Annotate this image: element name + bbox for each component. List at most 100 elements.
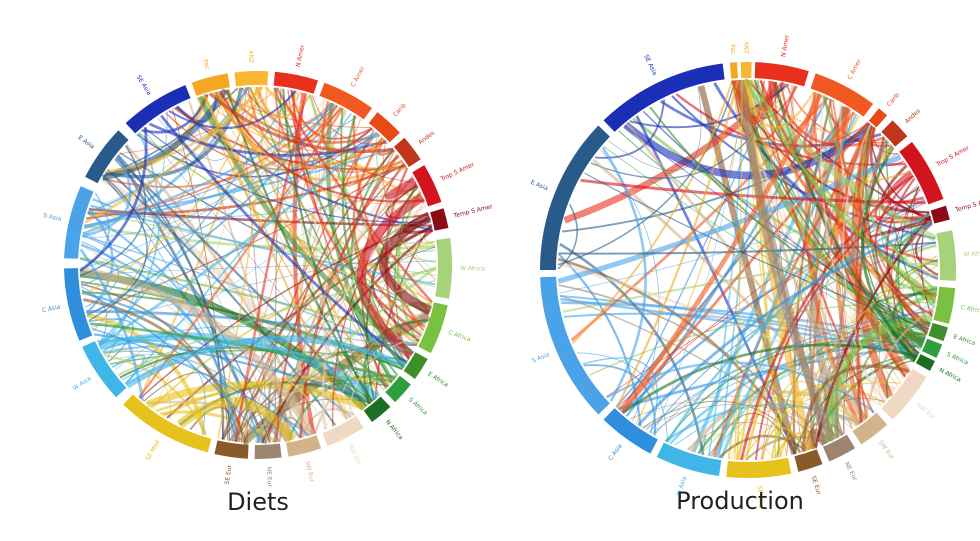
chord [557,80,737,266]
chord [196,97,372,403]
chord [322,132,378,426]
region-label: Andes [904,107,922,125]
region-label: NW Eur [915,402,937,422]
region-arc [385,375,411,403]
region-arc [403,352,428,380]
chord [559,294,825,445]
region-arc [794,449,823,472]
region-label: SE Eur [810,475,823,496]
region-label: Temp S Amer [452,203,494,220]
region-arc [729,62,738,79]
region-label: W Africa [963,250,980,259]
region-label: C Asia [607,442,624,461]
region-label: E Asia [77,134,96,150]
region-label: NW Eur [347,443,364,467]
chord [624,125,929,330]
chord [324,278,436,431]
chord [874,175,934,317]
chord [886,359,916,399]
chord [914,222,939,277]
region-arc [936,230,956,281]
chord [208,92,394,154]
region-label: SE Med [756,486,764,509]
region-arc [740,62,752,79]
chord [710,413,795,457]
region-label: SE Asia [135,74,153,97]
chord [104,354,207,436]
region-label: SE Med [145,439,162,462]
region-arc [928,322,948,342]
chord [580,178,926,205]
chord [160,114,408,365]
region-arc [393,137,421,167]
chord [557,154,902,284]
region-label: Carib [392,102,408,119]
region-arc [82,341,127,398]
region-arc [214,440,249,459]
chord [80,145,147,277]
chord [204,94,389,387]
region-arc [286,435,322,457]
region-arc [868,108,888,128]
region-label: SE Eur [224,464,234,485]
region-label: S Asia [43,212,63,223]
region-label: N Amer [780,34,791,58]
chord [855,127,876,419]
region-arc [319,82,373,120]
region-label: W Africa [460,265,485,272]
chord [138,107,344,399]
chord [394,182,417,361]
region-label: E Africa [426,371,449,389]
region-arc [810,73,874,117]
chord [263,279,436,444]
region-arc [234,71,269,87]
region-label: S Africa [945,351,969,366]
chord [202,94,419,346]
chord [160,410,277,444]
chord [869,218,932,238]
region-arc [899,141,944,205]
chord [734,80,743,460]
region-label: Pac [201,59,210,71]
diagram-title: Diets [227,488,289,516]
region-arc [273,71,318,94]
region-label: Temp S Amer [954,196,980,214]
region-label: E Asia [529,179,549,192]
chord [813,339,925,449]
chord [621,81,777,413]
chord [139,221,431,399]
region-arc [754,62,809,87]
chord [111,353,146,385]
chord [666,213,931,443]
chord [376,134,437,273]
region-label: Pac [729,44,737,55]
chord [384,177,418,200]
chord [356,192,425,360]
chord [615,80,739,408]
chord [234,93,308,442]
region-label: N Amer [295,44,306,68]
chord [168,90,297,130]
chord [754,79,938,297]
chord [619,93,823,414]
region-arc [881,120,908,147]
chord [81,133,379,287]
region-arc [418,302,448,354]
chord [584,172,929,330]
region-label: SW Eur [303,460,315,483]
chord [558,241,937,255]
region-arc [823,434,856,462]
chord [739,172,913,461]
chord [91,327,310,436]
chord [336,351,389,407]
region-label: NE Eur [265,467,273,488]
chord [203,94,348,420]
chord [690,431,774,459]
region-arc [123,394,212,453]
chord [82,154,132,238]
chord [571,80,734,344]
chord [744,79,788,114]
region-arc [363,396,391,422]
